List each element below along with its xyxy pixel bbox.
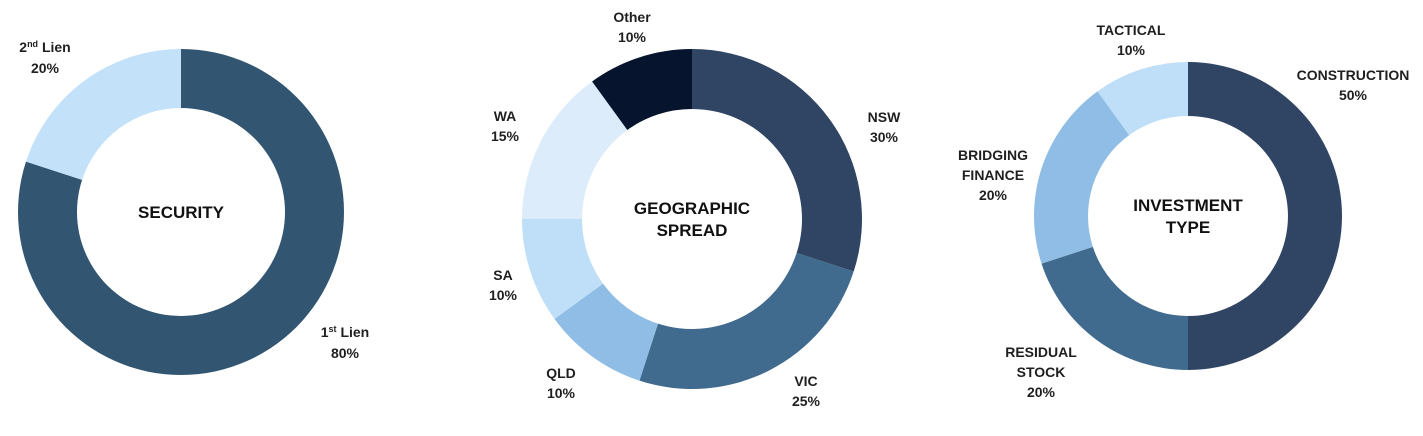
label-sa: SA 10% [489,267,518,303]
center-label: SECURITY [138,203,225,222]
slice-qld [554,283,659,381]
slice-1st-lien [18,49,345,375]
label-construction: CONSTRUCTION 50% [1297,67,1410,103]
center-label: GEOGRAPHIC [634,199,750,218]
slice-name: CONSTRUCTION [1297,67,1410,83]
label-bridging-finance: BRIDGING FINANCE 20% [958,147,1028,203]
slice-value: 10% [618,29,647,45]
label-1st-lien: 1st Lien 80% [321,324,369,361]
label-wa: WA 15% [491,108,520,144]
slice-name: TACTICAL [1097,22,1166,38]
label-qld: QLD 10% [546,365,576,401]
slice-name: SA [493,267,512,283]
donut-chart-1: 1st Lien 80% 2nd Lien 20% SECURITY [18,39,369,375]
slice-residual-stock [1041,246,1188,370]
label-2nd-lien: 2nd Lien 20% [19,39,70,76]
slice-sa [522,219,604,319]
slice-name: 1st Lien [321,324,369,340]
slice-name: WA [494,108,517,124]
slice-value: 25% [792,393,821,409]
center-label: INVESTMENT [1133,196,1243,215]
slice-nsw [692,49,863,272]
slice-tactical [1097,62,1188,136]
slice-construction [1188,62,1342,370]
slice-name: QLD [546,365,576,381]
slice-name: STOCK [1017,364,1066,380]
slice-name: VIC [794,373,817,389]
donut-chart-3: CONSTRUCTION 50% RESIDUAL STOCK 20% BRIDGING F… [958,22,1409,400]
slice-value: 10% [547,385,576,401]
label-other: Other 10% [613,9,651,45]
slice-value: 10% [1117,42,1146,58]
slice-name: NSW [868,109,901,125]
slice-value: 30% [870,129,899,145]
slice-value: 20% [1027,384,1056,400]
center-label: SPREAD [657,221,728,240]
label-vic: VIC 25% [792,373,821,409]
center-label: TYPE [1166,218,1210,237]
donut-chart-2: NSW 30% VIC 25% QLD 10% SA 10% WA 15% Other 10% GEOG… [489,9,901,409]
slice-bridging-finance [1034,91,1130,264]
label-tactical: TACTICAL 10% [1097,22,1166,58]
slice-2nd-lien [25,49,182,180]
slice-value: 20% [979,187,1008,203]
slice-name: RESIDUAL [1005,344,1077,360]
slice-name: Other [613,9,651,25]
slice-name: BRIDGING [958,147,1028,163]
slice-name: 2nd Lien [19,39,70,55]
label-residual-stock: RESIDUAL STOCK 20% [1005,344,1077,400]
slice-other [592,49,692,131]
slice-value: 20% [31,60,60,76]
slice-wa [522,81,628,220]
slice-value: 15% [491,128,520,144]
slice-name: FINANCE [962,167,1024,183]
slice-value: 80% [331,345,360,361]
slice-value: 10% [489,287,518,303]
label-nsw: NSW 30% [868,109,901,145]
slice-value: 50% [1339,87,1368,103]
slice-vic [639,252,854,389]
